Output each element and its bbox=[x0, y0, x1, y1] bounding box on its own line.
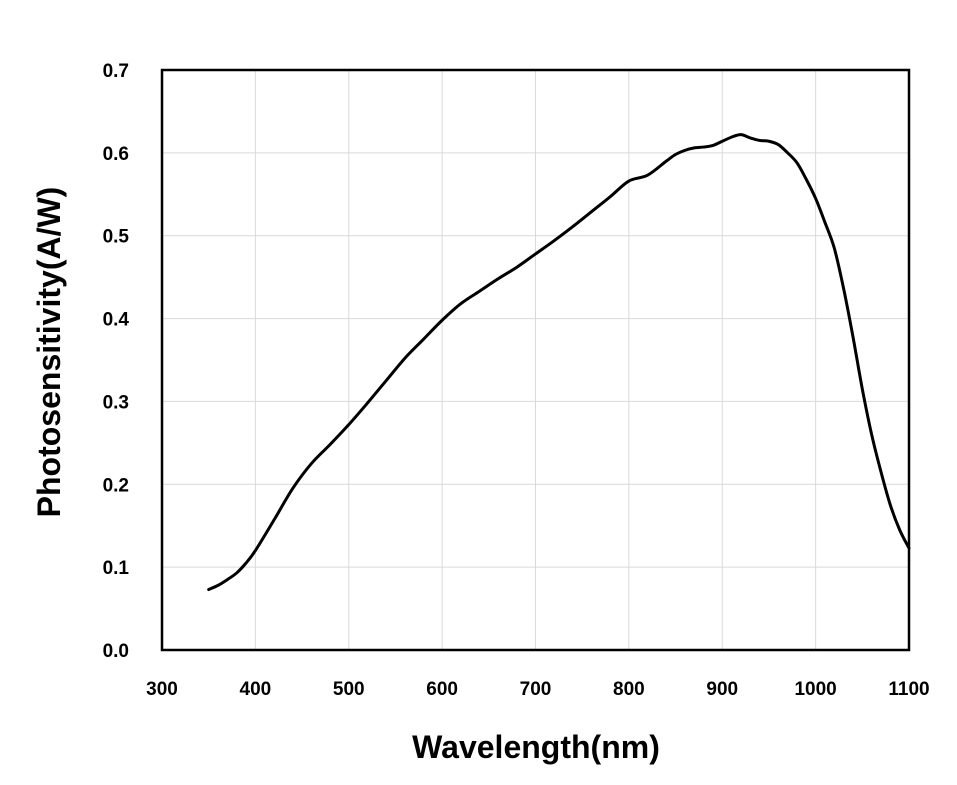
y-axis-tick-labels: 0.0 0.1 0.2 0.3 0.4 0.5 0.6 0.7 bbox=[103, 61, 130, 662]
y-tick-label: 0.6 bbox=[103, 144, 129, 165]
x-axis-tick-labels: 300 400 500 600 700 800 900 1000 1100 bbox=[146, 679, 929, 700]
x-tick-label: 1000 bbox=[794, 679, 836, 700]
x-tick-label: 1100 bbox=[888, 679, 929, 700]
y-tick-label: 0.1 bbox=[103, 558, 130, 579]
x-tick-label: 700 bbox=[520, 679, 552, 700]
series-layer bbox=[207, 133, 911, 592]
x-tick-label: 500 bbox=[333, 679, 365, 700]
y-tick-label: 0.2 bbox=[103, 475, 129, 496]
y-tick-label: 0.4 bbox=[103, 310, 130, 331]
series-line-0 bbox=[207, 133, 911, 592]
x-tick-label: 400 bbox=[240, 679, 272, 700]
x-tick-label: 600 bbox=[426, 679, 458, 700]
y-tick-label: 0.3 bbox=[103, 392, 129, 413]
x-tick-label: 800 bbox=[613, 679, 645, 700]
y-axis-title: Photosensitivity(A/W) bbox=[31, 187, 67, 518]
plot-area-border bbox=[160, 68, 911, 652]
grid bbox=[161, 69, 910, 651]
y-tick-label: 0.7 bbox=[103, 61, 129, 82]
x-axis-title: Wavelength(nm) bbox=[412, 729, 660, 765]
x-tick-label: 900 bbox=[706, 679, 738, 700]
y-tick-label: 0.5 bbox=[103, 227, 130, 248]
y-tick-label: 0.0 bbox=[103, 641, 129, 662]
x-tick-label: 300 bbox=[146, 679, 178, 700]
